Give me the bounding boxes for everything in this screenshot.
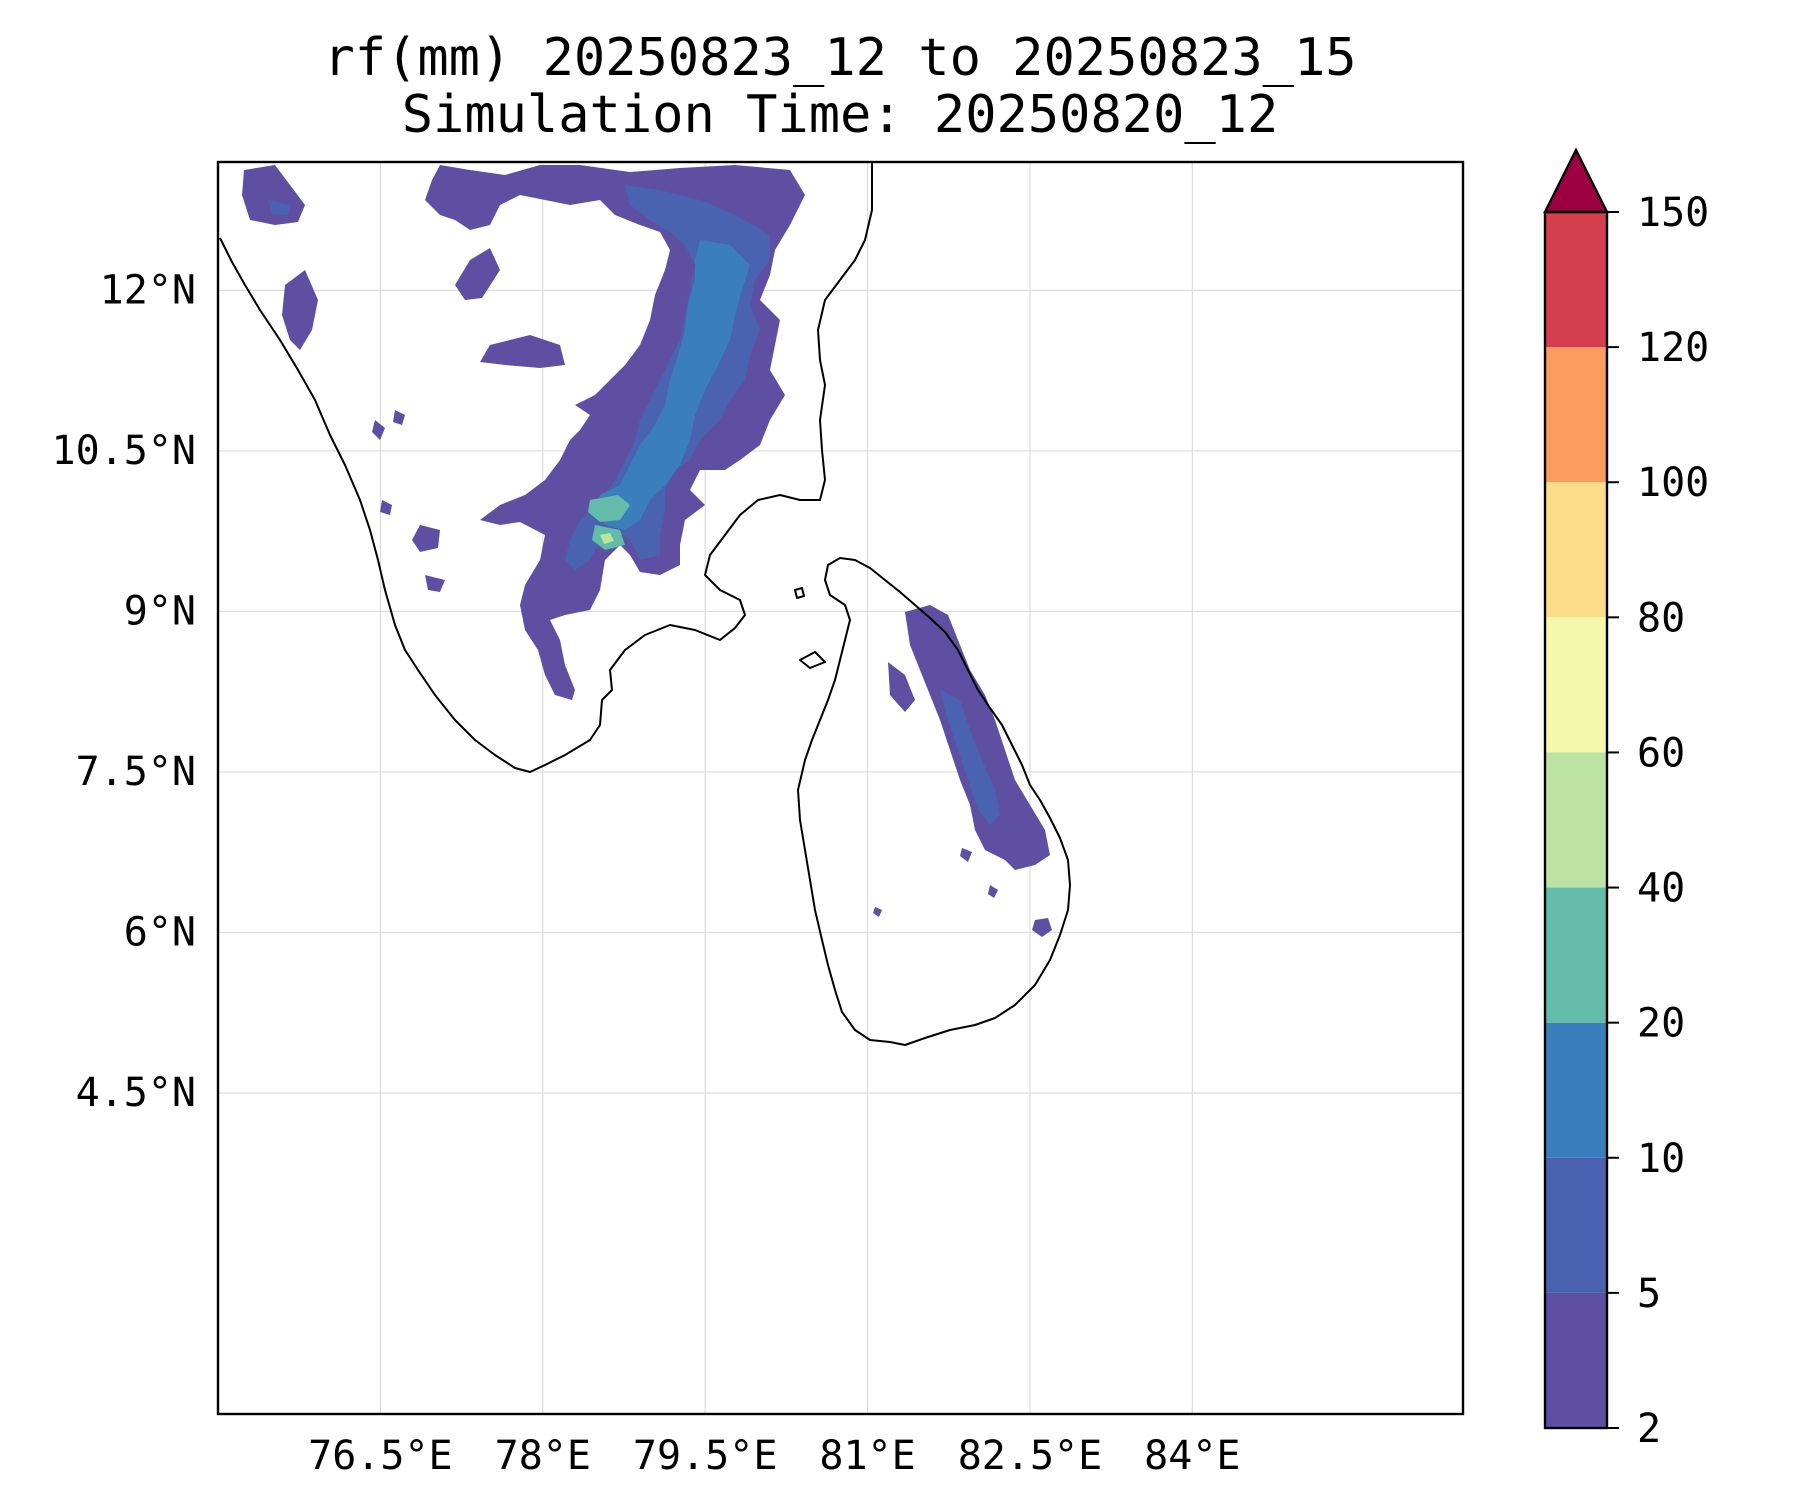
lat-tick-label-4: 6°N	[124, 909, 196, 955]
rainfall-contours	[242, 165, 1052, 937]
colorbar-segment-1	[1545, 1157, 1607, 1293]
coastline-india	[219, 162, 873, 773]
colorbar-label-9: 150	[1637, 190, 1709, 236]
rain-area-srilanka-band-5mm	[940, 690, 1000, 825]
colorbar-segment-8	[1545, 212, 1607, 348]
colorbar-label-6: 80	[1637, 595, 1685, 641]
rain-area-nw-patch-2	[282, 270, 318, 350]
map-frame	[216, 160, 1465, 1416]
colorbar-label-4: 40	[1637, 866, 1685, 912]
colorbar: 2 5 10 20 40 60 80 100 120 150	[1543, 147, 1709, 1452]
lon-tick-label-1: 78°E	[495, 1433, 591, 1479]
colorbar-segment-7	[1545, 347, 1607, 483]
colorbar-segment-0	[1545, 1292, 1607, 1428]
lat-tick-label-2: 9°N	[124, 588, 196, 634]
rain-area-core-40mm	[600, 533, 614, 544]
coastlines	[219, 162, 1071, 1046]
colorbar-label-5: 60	[1637, 730, 1685, 776]
lat-tick-label-3: 7.5°N	[76, 749, 196, 795]
colorbar-segment-4	[1545, 752, 1607, 888]
colorbar-frame	[1543, 210, 1609, 1430]
colorbar-label-1: 5	[1637, 1271, 1661, 1317]
coastline-mannar	[794, 587, 826, 669]
lat-tick-label-1: 10.5°N	[52, 428, 197, 474]
lon-tick-label-2: 79.5°E	[633, 1433, 778, 1479]
rain-area-srilanka-small	[873, 848, 1052, 937]
colorbar-segment-6	[1545, 482, 1607, 618]
map-panel: 76.5°E 78°E 79.5°E 81°E 82.5°E 84°E 12°N 10.5°…	[52, 160, 1465, 1479]
rain-area-core-20mm	[588, 495, 630, 550]
lat-tick-label-0: 12°N	[100, 267, 196, 313]
colorbar-segment-2	[1545, 1022, 1607, 1158]
latitude-ticks: 12°N 10.5°N 9°N 7.5°N 6°N 4.5°N	[52, 267, 197, 1116]
rain-area-north-band-10mm	[595, 240, 750, 530]
rain-area-west-patches	[372, 410, 445, 592]
colorbar-label-8: 120	[1637, 325, 1709, 371]
rain-area-nw-patch-1	[242, 165, 305, 225]
lon-tick-label-5: 84°E	[1144, 1433, 1240, 1479]
lat-tick-label-5: 4.5°N	[76, 1070, 196, 1116]
lon-tick-label-3: 81°E	[819, 1433, 915, 1479]
map-background	[218, 162, 1463, 1414]
lon-tick-label-0: 76.5°E	[308, 1433, 453, 1479]
rain-area-nw-patch-1-inner	[268, 200, 290, 215]
rain-area-nw-patch-3	[455, 248, 565, 368]
lon-tick-label-4: 82.5°E	[958, 1433, 1103, 1479]
colorbar-label-2: 10	[1637, 1136, 1685, 1182]
colorbar-label-3: 20	[1637, 1001, 1685, 1047]
colorbar-segment-3	[1545, 887, 1607, 1023]
colorbar-label-7: 100	[1637, 460, 1709, 506]
colorbar-label-0: 2	[1637, 1406, 1661, 1452]
coastline-srilanka	[797, 557, 1071, 1046]
colorbar-extend-arrow	[1543, 147, 1609, 214]
map-title-line1: rf(mm) 20250823_12 to 20250823_15	[323, 28, 1356, 88]
longitude-ticks: 76.5°E 78°E 79.5°E 81°E 82.5°E 84°E	[308, 1433, 1240, 1479]
colorbar-segment-5	[1545, 617, 1607, 753]
map-title-line2: Simulation Time: 20250820_12	[402, 85, 1279, 145]
